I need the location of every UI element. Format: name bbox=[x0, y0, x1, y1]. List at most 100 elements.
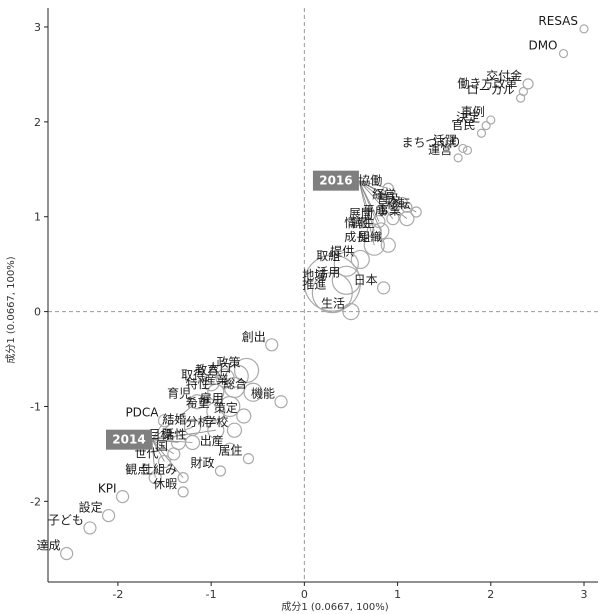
x-tick-label: 0 bbox=[301, 588, 308, 601]
word-label: 人口 bbox=[207, 361, 231, 375]
word-label: 取組 bbox=[316, 249, 340, 263]
x-tick-label: -1 bbox=[206, 588, 217, 601]
point-marker bbox=[522, 78, 534, 90]
word-label: 普及 bbox=[377, 192, 401, 206]
word-label: 子ども bbox=[48, 513, 84, 527]
word-label: 組織 bbox=[358, 230, 382, 244]
point-marker bbox=[331, 265, 361, 295]
word-labels: RESAS DMO 交付金ローカル働き方改革官民決定事例活躍まちづくり運営協働経営普… bbox=[37, 14, 578, 553]
word-label: 出産 bbox=[200, 433, 224, 448]
y-tick-label: 3 bbox=[34, 21, 41, 34]
word-label: 事業 bbox=[377, 204, 401, 218]
word-label: ローカル bbox=[467, 83, 515, 97]
word-label: PDCA bbox=[125, 406, 159, 420]
word-label: 活躍 bbox=[433, 133, 457, 147]
y-axis-title: 成分1 (0.0667, 100%) bbox=[5, 256, 17, 363]
year-link bbox=[151, 429, 216, 441]
point-marker bbox=[333, 251, 359, 277]
y-tick-label: -1 bbox=[30, 400, 41, 413]
word-label: 観点 bbox=[125, 463, 149, 477]
word-label: 官民 bbox=[451, 117, 475, 132]
word-label: 地域 bbox=[302, 268, 326, 282]
x-tick-label: 3 bbox=[581, 588, 588, 601]
point-marker bbox=[376, 281, 391, 295]
point-marker bbox=[481, 121, 491, 131]
word-label: 達成 bbox=[37, 539, 61, 553]
year-box bbox=[105, 429, 152, 450]
y-tick-label: 1 bbox=[34, 211, 41, 224]
word-label: 策定 bbox=[214, 400, 238, 415]
point-marker bbox=[363, 234, 385, 256]
word-label: 学校 bbox=[204, 414, 228, 429]
point-marker bbox=[207, 383, 225, 401]
word-label: 教育 bbox=[195, 362, 219, 377]
point-marker bbox=[386, 212, 400, 226]
word-label: 国 bbox=[156, 439, 168, 453]
word-label: 生活 bbox=[321, 297, 345, 311]
year-link bbox=[358, 180, 408, 219]
point-marker bbox=[207, 421, 225, 439]
point-marker bbox=[410, 206, 422, 218]
point-marker bbox=[518, 86, 529, 97]
point-marker bbox=[167, 447, 181, 461]
point-marker bbox=[148, 471, 162, 485]
word-label: 成長 bbox=[344, 230, 368, 244]
word-label: 仕組み bbox=[141, 463, 177, 477]
point-marker bbox=[202, 374, 220, 392]
point-marker bbox=[60, 546, 74, 561]
point-marker bbox=[382, 182, 394, 194]
word-label: 育児 bbox=[167, 386, 191, 401]
x-tick-label: 2 bbox=[487, 588, 494, 601]
point-marker bbox=[177, 472, 189, 484]
year-link bbox=[151, 439, 184, 478]
point-marker bbox=[462, 145, 473, 155]
point-marker bbox=[115, 490, 130, 504]
word-label: 活性 bbox=[162, 428, 186, 442]
word-label: 総合 bbox=[223, 376, 247, 391]
word-label: 情報 bbox=[344, 216, 368, 230]
word-label: 財政 bbox=[190, 455, 214, 470]
word-label: まちづくり bbox=[401, 135, 461, 149]
word-label: RESAS bbox=[538, 14, 578, 28]
word-label: 活用 bbox=[316, 265, 340, 279]
word-label: 設定 bbox=[79, 500, 103, 515]
word-label: 取得 bbox=[181, 367, 205, 382]
word-label: 世代 bbox=[135, 447, 159, 461]
axes: -2 -1 0 1 2 3 -2 -1 0 1 2 3 bbox=[30, 8, 598, 601]
word-label: DMO bbox=[528, 39, 557, 53]
word-label: 交付金 bbox=[486, 68, 522, 83]
point-marker bbox=[401, 201, 413, 213]
point-marker bbox=[274, 395, 288, 409]
year-link bbox=[358, 180, 417, 213]
year-link-lines bbox=[151, 180, 417, 478]
year-link bbox=[358, 180, 375, 246]
word-label: 特性 bbox=[186, 376, 210, 391]
point-marker bbox=[157, 454, 172, 469]
word-label: 結婚 bbox=[162, 412, 186, 426]
word-label: 事例 bbox=[461, 105, 485, 119]
point-marker bbox=[486, 115, 496, 125]
word-label: 決定 bbox=[456, 110, 480, 125]
point-marker bbox=[243, 382, 263, 402]
point-marker bbox=[177, 486, 189, 498]
point-marker bbox=[236, 408, 252, 424]
x-axis-title: 成分1 (0.0667, 100%) bbox=[281, 601, 388, 613]
point-marker bbox=[311, 272, 353, 314]
year-labels: 2016 2014 bbox=[105, 170, 359, 450]
point-marker bbox=[453, 153, 463, 163]
y-tick-label: -2 bbox=[30, 495, 41, 508]
year-link bbox=[151, 426, 193, 441]
year-link bbox=[358, 180, 375, 232]
year-label: 2014 bbox=[112, 433, 145, 447]
word-label: 働き方改革 bbox=[457, 75, 517, 90]
point-marker bbox=[101, 508, 116, 523]
y-tick-label: 2 bbox=[34, 116, 41, 129]
word-label: 展開 bbox=[349, 206, 373, 220]
word-label: 雇用 bbox=[200, 390, 224, 405]
year-link bbox=[358, 180, 394, 219]
point-marker bbox=[476, 128, 487, 138]
point-marker bbox=[219, 395, 241, 418]
word-label: 目標 bbox=[148, 428, 172, 442]
y-tick-label: 0 bbox=[34, 306, 41, 319]
